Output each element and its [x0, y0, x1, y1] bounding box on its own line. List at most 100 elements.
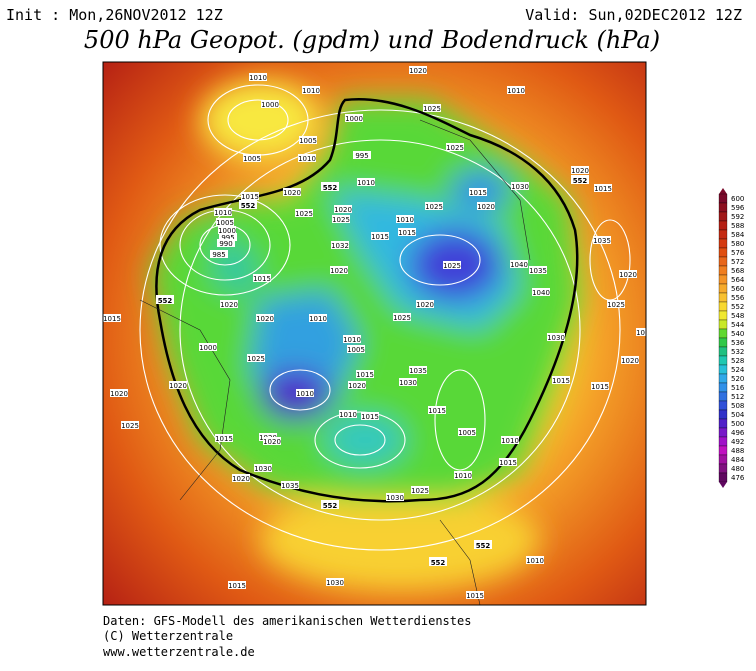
label-bg — [399, 378, 417, 386]
isobar-label: 1025 — [332, 216, 350, 224]
isobar-label: 1020 — [169, 382, 187, 390]
label-bg — [110, 389, 128, 397]
isobar-label: 1020 — [621, 357, 639, 365]
label-bg — [593, 236, 611, 244]
isobar-label: 1015 — [398, 229, 416, 237]
label-bg — [443, 261, 461, 269]
label-bg — [619, 270, 637, 278]
label-bg — [501, 436, 519, 444]
isobar-label: 1000 — [218, 227, 236, 235]
colorbar-label: 540 — [731, 330, 744, 338]
label-bg — [219, 233, 237, 241]
colorbar-cell — [718, 310, 728, 321]
isobar-label: 1015 — [591, 383, 609, 391]
isobar-label: 1025 — [247, 355, 265, 363]
isobar-label: 1005 — [216, 219, 234, 227]
label-bg — [423, 104, 441, 112]
colorbar-cell — [718, 373, 728, 384]
label-bg — [281, 481, 299, 489]
contour-label: 552 — [476, 542, 491, 550]
map-title: 500 hPa Geopot. (gpdm) und Bodendruck (h… — [84, 26, 660, 54]
colorbar-label: 480 — [731, 465, 744, 473]
label-bg — [218, 226, 236, 234]
label-bg — [332, 215, 350, 223]
colorbar-cell — [718, 382, 728, 393]
label-bg — [249, 73, 267, 81]
label-bg — [302, 86, 320, 94]
colorbar-cell — [718, 427, 728, 438]
label-bg — [220, 300, 238, 308]
label-bg — [243, 154, 261, 162]
colorbar-label: 592 — [731, 213, 744, 221]
label-bg — [299, 136, 317, 144]
label-bg — [261, 100, 279, 108]
isobar-label: 1025 — [443, 262, 461, 270]
label-bg — [356, 370, 374, 378]
contour-label: 552 — [573, 177, 588, 185]
isobar-label: 1010 — [454, 472, 472, 480]
isobar-label: 1020 — [416, 301, 434, 309]
isobar-label: 1040 — [510, 261, 528, 269]
colorbar-label: 572 — [731, 258, 744, 266]
label-bg — [477, 202, 495, 210]
footer-line: Daten: GFS-Modell des amerikanischen Wet… — [103, 614, 471, 628]
isobar-label: 1030 — [254, 465, 272, 473]
label-bg — [357, 178, 375, 186]
label-bg — [393, 313, 411, 321]
isobar-label: 1015 — [241, 193, 259, 201]
label-bg — [326, 578, 344, 586]
isobar-label: 995 — [221, 234, 234, 242]
colorbar-cell — [718, 220, 728, 231]
colorbar-label: 492 — [731, 438, 744, 446]
colorbar-label: 508 — [731, 402, 744, 410]
label-bg — [594, 184, 612, 192]
colorbar-cell — [718, 346, 728, 357]
label-bg — [409, 66, 427, 74]
contour-label: 552 — [323, 502, 338, 510]
init-time: Init : Mon,26NOV2012 12Z — [6, 6, 223, 24]
colorbar-label: 504 — [731, 411, 745, 419]
label-bg — [571, 166, 589, 174]
label-bg — [425, 202, 443, 210]
isobar-label: 1020 — [232, 475, 250, 483]
colorbar-label: 512 — [731, 393, 744, 401]
isobar-label: 1020 — [263, 438, 281, 446]
colorbar-cell — [718, 319, 728, 330]
label-bg — [253, 274, 271, 282]
isobar-label: 1020 — [220, 301, 238, 309]
colorbar-cap — [719, 188, 727, 194]
isobar-label: 1015 — [552, 377, 570, 385]
isobar-label: 1010 — [296, 390, 314, 398]
colorbar-label: 576 — [731, 249, 745, 257]
label-bg — [256, 314, 274, 322]
colorbar-label: 560 — [731, 285, 744, 293]
isobar-label: 1025 — [411, 487, 429, 495]
colorbar-cell — [718, 409, 728, 420]
label-bg — [214, 208, 232, 216]
colorbar-label: 556 — [731, 294, 745, 302]
isobar-label: 1020 — [283, 189, 301, 197]
colorbar-label: 552 — [731, 303, 744, 311]
colorbar-label: 520 — [731, 375, 744, 383]
isobar-label: 1030 — [511, 183, 529, 191]
footer-line: www.wetterzentrale.de — [103, 645, 255, 659]
isobar-label: 1015 — [499, 459, 517, 467]
label-bg — [552, 376, 570, 384]
isobar-label: 1010 — [249, 74, 267, 82]
label-bg — [386, 493, 404, 501]
label-bg — [321, 500, 339, 509]
footer-line: (C) Wetterzentrale — [103, 629, 233, 643]
label-bg — [511, 182, 529, 190]
isobar-label: 1010 — [507, 87, 525, 95]
isobar-label: 1015 — [103, 315, 121, 323]
label-bg — [607, 300, 625, 308]
colorbar-cell — [718, 472, 728, 483]
label-bg — [156, 295, 174, 304]
isobar-label: 1015 — [361, 413, 379, 421]
label-bg — [283, 188, 301, 196]
label-bg — [466, 591, 484, 599]
isobar-label: 1015 — [215, 435, 233, 443]
label-bg — [298, 154, 316, 162]
label-bg — [532, 288, 550, 296]
